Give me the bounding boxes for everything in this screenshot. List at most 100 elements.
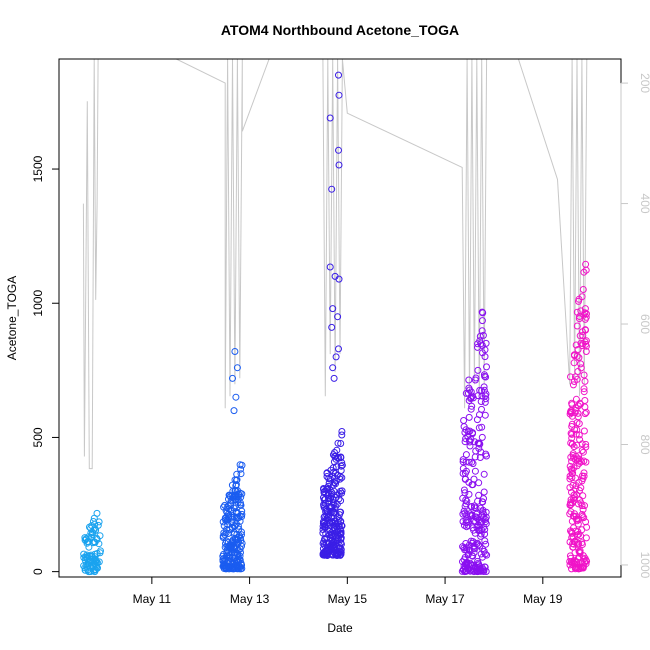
- data-point: [228, 523, 236, 531]
- data-point: [329, 499, 337, 507]
- data-point: [337, 534, 345, 542]
- data-point: [576, 436, 584, 444]
- data-point: [577, 400, 584, 408]
- series-3: [319, 71, 346, 559]
- data-point: [238, 561, 245, 569]
- data-point: [480, 488, 488, 496]
- series-5: [566, 260, 591, 573]
- data-point: [86, 523, 93, 531]
- data-point: [337, 546, 345, 553]
- data-point: [328, 185, 336, 193]
- x-tick-label: May 15: [328, 592, 368, 606]
- data-point: [579, 328, 586, 336]
- series-2: [219, 348, 246, 573]
- data-point: [483, 452, 490, 460]
- data-point: [568, 517, 576, 525]
- y-tick-label: 500: [31, 427, 45, 447]
- data-point: [466, 442, 474, 450]
- data-point: [573, 375, 581, 383]
- data-point: [331, 519, 339, 527]
- data-point: [572, 430, 580, 438]
- data-point: [574, 346, 582, 353]
- data-point: [577, 499, 585, 507]
- data-point: [476, 454, 484, 461]
- data-point: [468, 402, 476, 410]
- data-point: [579, 564, 587, 572]
- series-1: [80, 509, 104, 576]
- data-point: [232, 477, 240, 484]
- data-point: [465, 413, 473, 421]
- data-point: [567, 465, 575, 473]
- data-point: [482, 339, 490, 347]
- data-point: [234, 551, 242, 559]
- pressure-trace: [82, 59, 588, 470]
- data-point: [93, 534, 101, 542]
- data-point: [463, 517, 471, 525]
- data-point: [319, 526, 327, 533]
- data-point: [330, 468, 337, 476]
- data-point: [92, 557, 99, 565]
- data-point: [579, 332, 587, 339]
- data-point: [81, 536, 89, 544]
- data-point: [577, 360, 585, 368]
- data-point: [582, 260, 590, 268]
- data-point: [328, 503, 336, 511]
- data-point: [480, 470, 488, 478]
- data-point: [233, 565, 241, 573]
- data-point: [481, 411, 489, 419]
- data-point: [465, 490, 473, 498]
- data-point: [580, 388, 588, 396]
- data-point: [326, 486, 334, 494]
- data-point: [467, 503, 475, 511]
- data-point: [219, 556, 227, 564]
- data-point: [329, 527, 337, 535]
- data-point: [568, 457, 576, 465]
- data-point: [474, 439, 482, 447]
- data-point: [572, 341, 580, 349]
- data-point: [462, 475, 469, 483]
- data-point: [573, 491, 580, 499]
- data-point: [472, 447, 480, 455]
- data-point: [461, 560, 469, 568]
- data-point: [576, 547, 584, 555]
- data-point: [326, 114, 334, 122]
- data-point: [476, 332, 484, 340]
- data-point: [480, 495, 487, 503]
- data-point: [582, 342, 590, 350]
- data-point: [328, 323, 336, 331]
- data-point: [91, 538, 98, 546]
- data-point: [462, 389, 470, 397]
- data-point: [480, 386, 488, 394]
- data-point: [480, 510, 488, 518]
- data-point: [336, 551, 344, 558]
- data-point: [583, 523, 591, 531]
- data-point: [583, 310, 590, 318]
- data-point: [467, 512, 475, 520]
- data-point: [575, 315, 583, 323]
- data-point: [573, 419, 581, 427]
- data-point: [238, 461, 246, 469]
- data-point: [576, 332, 584, 340]
- data-point: [460, 417, 468, 424]
- data-point: [577, 532, 584, 540]
- data-point: [233, 364, 241, 372]
- data-point: [577, 364, 585, 372]
- data-point: [474, 497, 482, 505]
- data-point: [569, 381, 577, 389]
- data-point: [85, 568, 93, 576]
- data-point: [471, 467, 479, 475]
- data-point: [330, 374, 338, 382]
- data-point: [480, 547, 488, 555]
- data-point: [233, 556, 241, 564]
- x-tick-label: May 11: [133, 592, 172, 606]
- data-point: [576, 313, 583, 320]
- data-point: [236, 489, 244, 497]
- data-point: [567, 527, 574, 535]
- x-tick-label: May 13: [230, 592, 270, 606]
- x-tick-label: May 19: [523, 592, 563, 606]
- data-point: [230, 491, 238, 499]
- data-point: [465, 561, 472, 569]
- data-point: [568, 399, 576, 407]
- data-point: [575, 478, 583, 486]
- data-point: [575, 547, 583, 555]
